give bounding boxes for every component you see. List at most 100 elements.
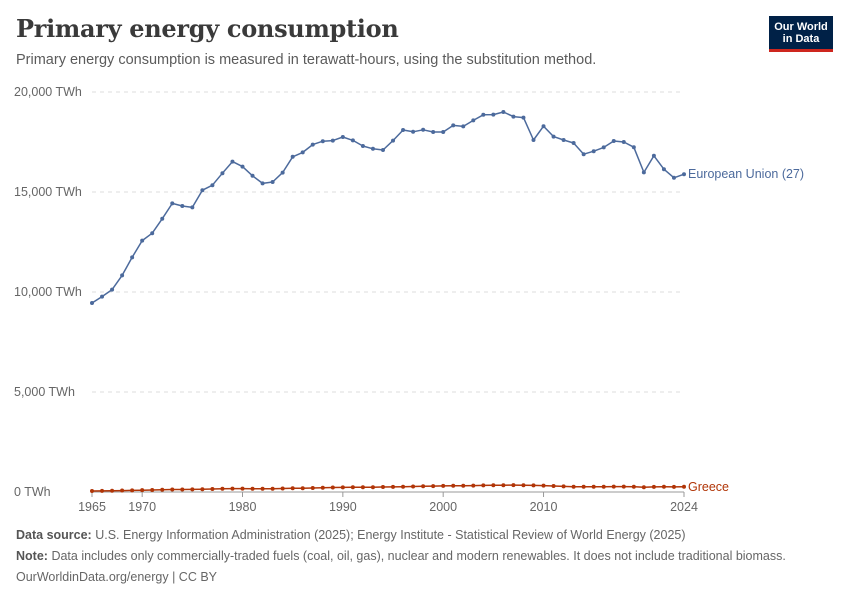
data-point[interactable]: [160, 487, 165, 492]
data-point[interactable]: [100, 488, 105, 493]
data-point[interactable]: [511, 483, 516, 488]
data-point[interactable]: [200, 188, 205, 193]
data-point[interactable]: [431, 130, 436, 134]
series-label-greece[interactable]: Greece: [688, 480, 729, 494]
data-point[interactable]: [421, 484, 426, 489]
data-point[interactable]: [631, 145, 636, 150]
data-point[interactable]: [431, 484, 436, 489]
data-point[interactable]: [641, 485, 646, 490]
data-point[interactable]: [521, 483, 526, 488]
data-point[interactable]: [671, 484, 676, 489]
data-point[interactable]: [451, 483, 456, 488]
data-point[interactable]: [300, 486, 305, 491]
data-point[interactable]: [140, 488, 145, 493]
data-point[interactable]: [270, 180, 275, 184]
data-point[interactable]: [631, 484, 636, 489]
data-point[interactable]: [411, 129, 416, 134]
data-point[interactable]: [320, 485, 325, 490]
data-point[interactable]: [220, 486, 225, 491]
data-point[interactable]: [310, 486, 315, 490]
series-label-european-union-27[interactable]: European Union (27): [688, 167, 804, 181]
data-point[interactable]: [110, 287, 115, 292]
data-point[interactable]: [110, 488, 115, 493]
data-point[interactable]: [391, 484, 396, 489]
data-point[interactable]: [290, 154, 295, 159]
data-point[interactable]: [350, 138, 355, 143]
data-point[interactable]: [220, 171, 225, 176]
data-point[interactable]: [451, 123, 456, 128]
data-point[interactable]: [571, 141, 576, 145]
data-point[interactable]: [360, 144, 365, 148]
data-point[interactable]: [471, 483, 476, 488]
data-point[interactable]: [190, 487, 195, 492]
data-point[interactable]: [461, 124, 466, 129]
data-point[interactable]: [611, 484, 616, 489]
data-point[interactable]: [591, 149, 596, 154]
data-point[interactable]: [471, 118, 476, 123]
data-point[interactable]: [310, 142, 315, 147]
data-point[interactable]: [170, 201, 175, 206]
data-point[interactable]: [541, 124, 546, 129]
data-point[interactable]: [441, 130, 446, 134]
data-point[interactable]: [260, 181, 265, 186]
data-point[interactable]: [491, 112, 496, 117]
data-point[interactable]: [501, 483, 506, 488]
data-point[interactable]: [551, 134, 556, 139]
data-point[interactable]: [200, 487, 205, 492]
data-point[interactable]: [591, 484, 596, 489]
data-point[interactable]: [90, 489, 94, 493]
data-point[interactable]: [140, 238, 145, 243]
data-point[interactable]: [661, 484, 666, 489]
data-point[interactable]: [391, 138, 396, 143]
data-point[interactable]: [190, 205, 195, 210]
owid-logo[interactable]: Our World in Data: [769, 16, 833, 52]
data-point[interactable]: [370, 485, 375, 490]
data-point[interactable]: [651, 153, 656, 158]
data-point[interactable]: [661, 167, 666, 172]
data-point[interactable]: [270, 486, 275, 491]
data-point[interactable]: [561, 138, 566, 142]
data-point[interactable]: [521, 115, 526, 120]
data-point[interactable]: [360, 485, 365, 490]
data-point[interactable]: [120, 273, 125, 278]
data-point[interactable]: [401, 484, 406, 489]
data-point[interactable]: [401, 128, 406, 132]
data-point[interactable]: [180, 204, 185, 208]
credit-link[interactable]: OurWorldinData.org/energy | CC BY: [16, 570, 218, 584]
data-point[interactable]: [380, 148, 385, 152]
data-point[interactable]: [671, 175, 676, 180]
data-point[interactable]: [601, 484, 606, 489]
data-point[interactable]: [531, 138, 536, 142]
data-point[interactable]: [682, 484, 686, 489]
data-point[interactable]: [210, 487, 215, 491]
data-point[interactable]: [531, 483, 536, 488]
data-point[interactable]: [240, 164, 245, 169]
data-point[interactable]: [491, 483, 496, 488]
data-point[interactable]: [481, 112, 486, 117]
data-point[interactable]: [280, 486, 285, 491]
data-point[interactable]: [210, 183, 215, 188]
data-point[interactable]: [611, 139, 616, 143]
data-point[interactable]: [120, 488, 125, 493]
data-point[interactable]: [441, 483, 446, 488]
data-point[interactable]: [641, 170, 646, 175]
data-point[interactable]: [541, 483, 546, 488]
data-point[interactable]: [481, 483, 486, 488]
data-point[interactable]: [150, 488, 155, 492]
data-point[interactable]: [581, 484, 586, 489]
data-point[interactable]: [350, 485, 355, 490]
data-point[interactable]: [130, 255, 135, 260]
data-point[interactable]: [150, 231, 155, 236]
data-point[interactable]: [561, 484, 566, 489]
data-point[interactable]: [651, 484, 656, 489]
data-point[interactable]: [380, 485, 385, 489]
data-point[interactable]: [551, 484, 556, 488]
data-point[interactable]: [240, 486, 245, 491]
data-point[interactable]: [581, 152, 586, 157]
data-point[interactable]: [160, 216, 165, 221]
data-point[interactable]: [330, 138, 335, 143]
data-point[interactable]: [230, 486, 235, 491]
data-point[interactable]: [682, 172, 686, 177]
data-point[interactable]: [300, 150, 305, 155]
series-european-union-27[interactable]: [90, 110, 686, 305]
